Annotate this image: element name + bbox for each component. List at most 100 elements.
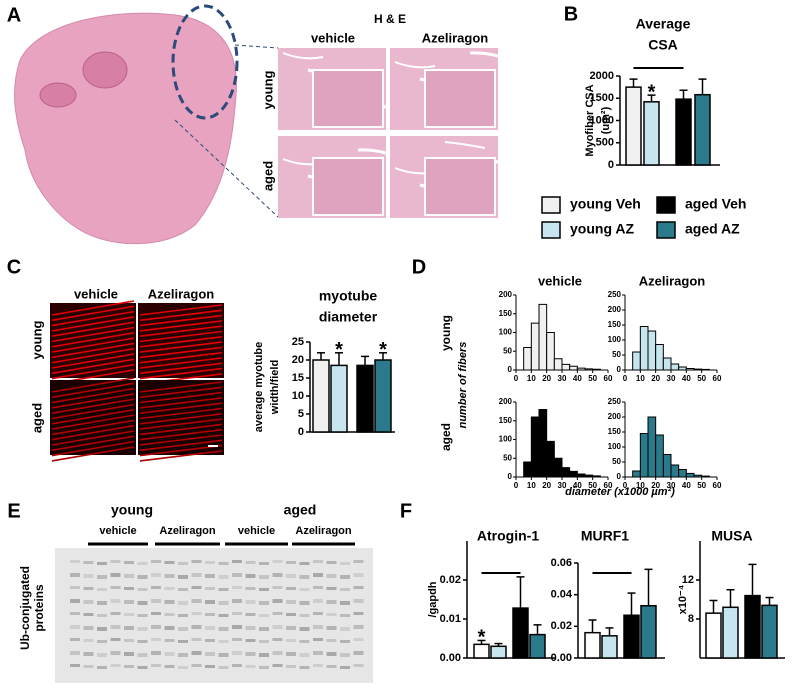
blot-band [205, 626, 215, 630]
blot-band [70, 612, 80, 615]
blot-band [232, 586, 242, 589]
blot-band [286, 587, 296, 590]
bar [601, 635, 618, 659]
x-tick-label: 20 [542, 374, 551, 383]
blot-band [340, 666, 350, 669]
panel-label: D [412, 256, 426, 278]
blot-band [83, 639, 94, 642]
blot-band [340, 653, 350, 657]
error-bar [605, 627, 614, 636]
blot-band [245, 574, 256, 578]
y-axis-label: /gapdh [427, 581, 439, 617]
error-bar [709, 599, 718, 614]
myotube-fiber [139, 413, 223, 425]
blot-band [313, 638, 323, 641]
blot-band [272, 573, 283, 577]
histogram-bar [655, 434, 664, 478]
y-tick-label: 150 [499, 309, 513, 318]
blot-band [97, 640, 107, 643]
y-tick-label: 0.00 [440, 652, 461, 664]
blot-band [259, 601, 269, 605]
blot-band [110, 651, 121, 655]
myotube-fiber [51, 342, 135, 359]
blot-band [191, 664, 202, 667]
blot-band [164, 613, 175, 616]
column-label: vehicle [74, 286, 118, 301]
x-tick-label: 20 [542, 481, 551, 490]
histogram-bar [632, 351, 641, 371]
legend-label: young Veh [570, 196, 641, 212]
blot-band [110, 638, 121, 641]
myotube-fiber [139, 397, 223, 409]
row-label: aged [439, 423, 453, 451]
inset-image [424, 69, 496, 128]
bar [512, 607, 529, 659]
myotube-fiber [139, 439, 223, 452]
y-axis-label: (um²) [600, 106, 612, 134]
x-tick-label: 50 [697, 481, 706, 490]
blot-band [205, 665, 215, 668]
x-tick-label: 30 [558, 481, 567, 490]
blot-band [191, 573, 202, 577]
blot-band [286, 665, 296, 668]
column-label: Azeliragon [148, 286, 215, 301]
x-tick-label: 20 [651, 374, 660, 383]
histology-streak [394, 61, 436, 69]
error-bar [627, 592, 636, 616]
myotube-fiber [51, 440, 135, 457]
x-tick-label: 0 [514, 481, 519, 490]
blot-band [299, 575, 310, 579]
histogram-bar [670, 464, 680, 478]
myotube-fiber [139, 362, 223, 375]
blot-band [218, 640, 229, 643]
y-tick-label: 200 [499, 290, 513, 299]
bar [374, 359, 392, 433]
blot-band [313, 664, 323, 667]
myotube-fiber [51, 409, 135, 425]
blot-band [299, 562, 310, 565]
x-tick-label: 40 [573, 374, 582, 383]
x-axis-label: diameter (x1000 µm²) [565, 486, 675, 498]
myotube-fiber [139, 325, 223, 337]
blot-band [97, 627, 107, 631]
myotube-fiber [139, 386, 223, 399]
blot-band [205, 600, 215, 604]
blot-band [340, 640, 350, 643]
histogram-bar [546, 332, 555, 371]
y-tick-label: 0 [617, 365, 622, 374]
blot-band [326, 652, 337, 656]
y-axis-label: width/field [269, 360, 281, 415]
blot-band [326, 587, 337, 590]
x-tick-label: 30 [558, 374, 567, 383]
x-tick-label: 0 [623, 374, 628, 383]
x-tick-label: 60 [604, 374, 613, 383]
y-tick-label: 0 [508, 365, 513, 374]
blot-band [272, 599, 283, 603]
x-tick-label: 10 [636, 374, 645, 383]
blot-band [326, 574, 337, 578]
y-axis-label: Myofiber CSA [584, 84, 596, 156]
blot-band [340, 601, 350, 605]
myotube-fiber [139, 418, 223, 430]
blot-band [313, 651, 323, 655]
blot-band [326, 639, 337, 642]
x-tick-label: 50 [588, 481, 597, 490]
blot-band [70, 599, 80, 603]
blot-band [137, 588, 148, 591]
blot-band [299, 601, 310, 605]
y-tick-label: 150 [608, 427, 622, 436]
error-bar [644, 568, 653, 606]
blot-band [83, 600, 94, 604]
row-label: young [439, 315, 453, 351]
blot-band [245, 639, 256, 642]
histogram-bar [670, 363, 680, 371]
histogram-bar [553, 457, 563, 478]
blot-band [218, 614, 229, 617]
blot-band [205, 587, 215, 590]
y-tick-label: 100 [608, 335, 622, 344]
y-tick-label: 50 [503, 453, 512, 462]
zoom-line [174, 119, 279, 218]
y-tick-label: 50 [612, 457, 621, 466]
y-tick-label: 250 [608, 290, 622, 299]
myotube-fiber [139, 402, 223, 414]
